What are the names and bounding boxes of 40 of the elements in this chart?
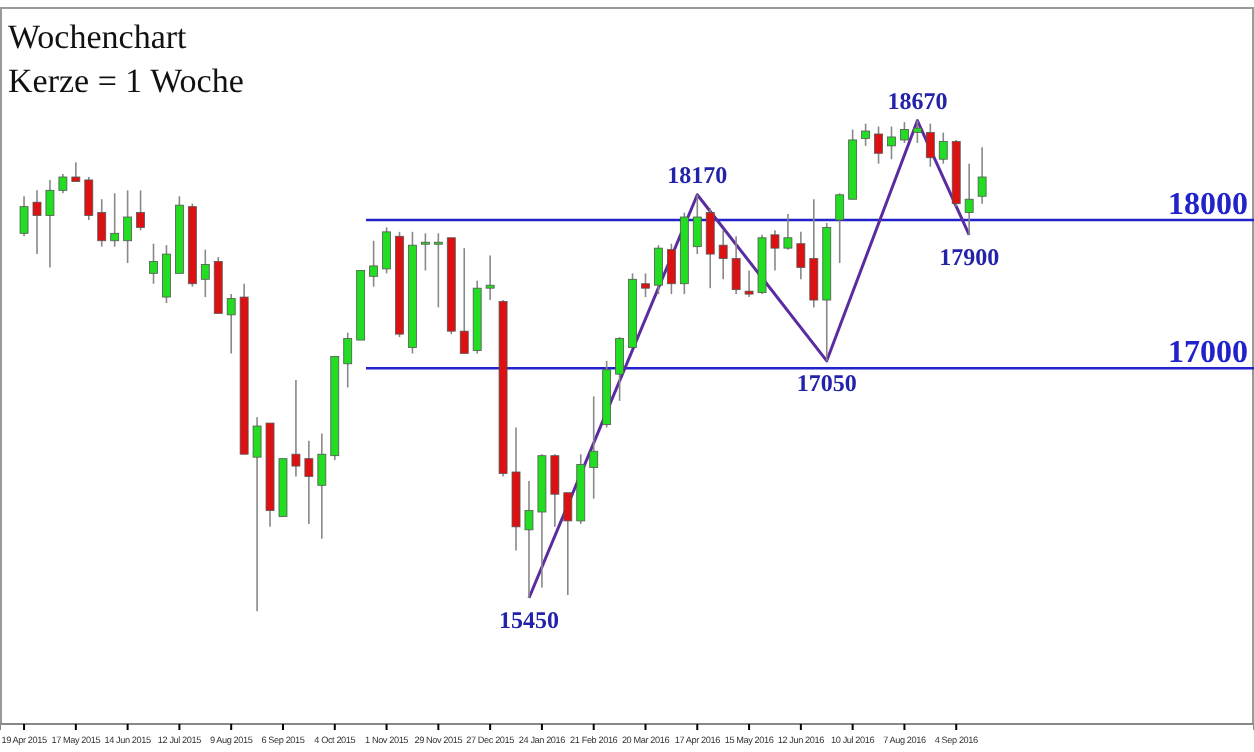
candlestick — [369, 239, 379, 288]
candlestick — [938, 131, 948, 165]
candlestick — [433, 232, 443, 309]
candlestick — [900, 121, 909, 144]
text: Kerze = 1 Woche — [8, 62, 244, 100]
candlestick — [641, 272, 650, 298]
candlestick — [459, 247, 469, 355]
candlestick — [615, 336, 624, 402]
annotation: 17050 — [796, 368, 857, 397]
candlestick — [925, 122, 935, 168]
candlestick — [343, 331, 353, 389]
candlestick — [887, 125, 896, 160]
chart-title: Wochenchart — [8, 18, 188, 56]
annotation: 17900 — [939, 242, 1000, 271]
annotation: 15450 — [498, 606, 559, 634]
candlestick — [84, 176, 94, 221]
annotation: 18170 — [667, 160, 728, 189]
candlestick — [874, 125, 883, 165]
candlestick — [421, 232, 430, 272]
annotation: 18670 — [887, 86, 948, 115]
candlestick — [666, 242, 676, 295]
candlestick — [977, 146, 987, 205]
candlestick — [110, 192, 120, 248]
ref-line-label: 18000 — [1168, 187, 1248, 222]
candlestick — [382, 226, 391, 275]
candlestick — [589, 395, 599, 500]
candlestick — [200, 248, 210, 298]
candlestick — [136, 189, 145, 232]
candlestick — [835, 192, 845, 264]
ref-line-label: 17000 — [1168, 336, 1248, 371]
candlestick — [123, 189, 133, 264]
candlestick — [705, 207, 715, 289]
candlestick — [964, 162, 974, 236]
candlestick — [654, 244, 663, 295]
candlestick — [912, 119, 922, 144]
candlestick — [162, 244, 171, 304]
candlestick — [692, 193, 702, 255]
candlestick — [149, 242, 158, 285]
candlestick — [861, 122, 870, 147]
candlestick — [97, 198, 107, 248]
